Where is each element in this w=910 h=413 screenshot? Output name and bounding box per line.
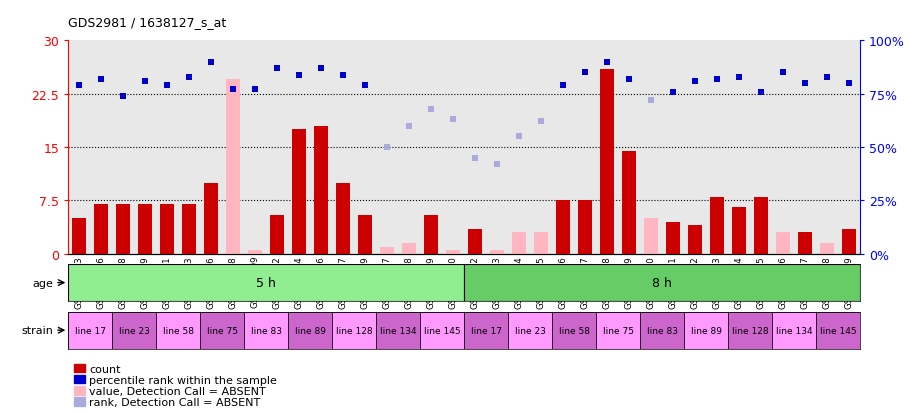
Bar [684, 312, 728, 349]
Text: line 89: line 89 [691, 326, 722, 335]
Legend: count, percentile rank within the sample, value, Detection Call = ABSENT, rank, : count, percentile rank within the sample… [74, 364, 278, 408]
Bar [314, 126, 329, 254]
Bar [112, 312, 157, 349]
Bar [556, 201, 571, 254]
Text: line 17: line 17 [470, 326, 501, 335]
Bar [94, 204, 108, 254]
Bar [490, 250, 504, 254]
Bar [138, 204, 152, 254]
Bar [402, 243, 416, 254]
Text: line 58: line 58 [163, 326, 194, 335]
Bar [292, 130, 307, 254]
Bar [200, 312, 244, 349]
Text: GDS2981 / 1638127_s_at: GDS2981 / 1638127_s_at [68, 16, 227, 29]
Bar [248, 250, 262, 254]
Bar [732, 208, 746, 254]
Text: line 128: line 128 [336, 326, 372, 335]
Bar [772, 312, 816, 349]
Bar [666, 222, 680, 254]
Bar [464, 312, 508, 349]
Bar [820, 243, 834, 254]
Bar [68, 264, 464, 301]
Bar [380, 247, 394, 254]
Bar [204, 183, 218, 254]
Bar [728, 312, 772, 349]
Bar [464, 264, 860, 301]
Bar [578, 201, 592, 254]
Text: line 23: line 23 [515, 326, 545, 335]
Bar [336, 183, 350, 254]
Text: line 17: line 17 [75, 326, 106, 335]
Text: age: age [32, 278, 53, 288]
Bar [753, 197, 768, 254]
Bar [688, 225, 703, 254]
Text: strain: strain [21, 325, 53, 335]
Text: line 75: line 75 [602, 326, 633, 335]
Bar [244, 312, 288, 349]
Bar [160, 204, 175, 254]
Text: line 134: line 134 [379, 326, 417, 335]
Bar [182, 204, 197, 254]
Bar [288, 312, 332, 349]
Bar [332, 312, 376, 349]
Bar [420, 312, 464, 349]
Bar [552, 312, 596, 349]
Text: line 83: line 83 [250, 326, 282, 335]
Bar [358, 215, 372, 254]
Bar [72, 218, 86, 254]
Bar [468, 229, 482, 254]
Bar [508, 312, 552, 349]
Bar [640, 312, 684, 349]
Bar [424, 215, 439, 254]
Bar [116, 204, 130, 254]
Bar [710, 197, 724, 254]
Bar [534, 233, 548, 254]
Bar [226, 80, 240, 254]
Bar [600, 70, 614, 254]
Text: line 145: line 145 [820, 326, 856, 335]
Text: line 134: line 134 [775, 326, 813, 335]
Bar [68, 312, 112, 349]
Bar [644, 218, 658, 254]
Bar [376, 312, 420, 349]
Text: 5 h: 5 h [257, 276, 276, 290]
Bar [798, 233, 812, 254]
Bar [596, 312, 640, 349]
Text: line 145: line 145 [424, 326, 460, 335]
Text: line 58: line 58 [559, 326, 590, 335]
Text: line 23: line 23 [119, 326, 149, 335]
Text: line 128: line 128 [732, 326, 768, 335]
Text: line 75: line 75 [207, 326, 238, 335]
Bar [776, 233, 790, 254]
Bar [512, 233, 526, 254]
Bar [842, 229, 856, 254]
Bar [270, 215, 284, 254]
Bar [622, 151, 636, 254]
Text: line 89: line 89 [295, 326, 326, 335]
Bar [816, 312, 860, 349]
Bar [446, 250, 460, 254]
Bar [157, 312, 200, 349]
Text: 8 h: 8 h [652, 276, 672, 290]
Text: line 83: line 83 [646, 326, 678, 335]
